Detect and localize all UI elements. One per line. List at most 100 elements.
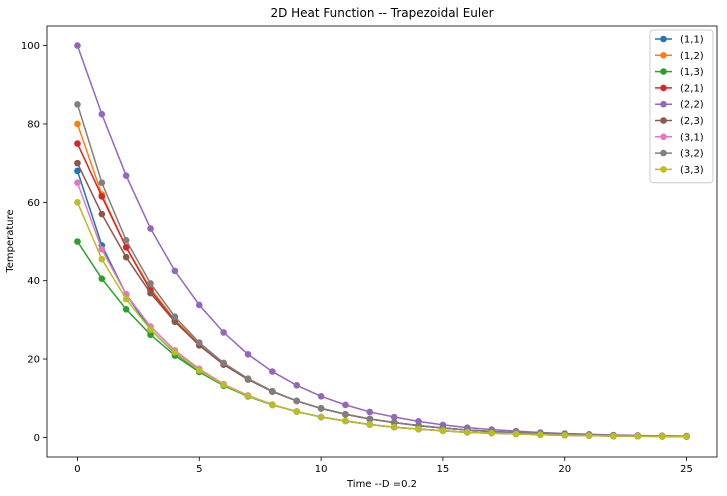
data-point (122, 295, 130, 303)
data-point (293, 408, 301, 415)
x-tick-label: 25 (680, 464, 693, 475)
data-point (658, 433, 666, 440)
plot-frame (46, 25, 718, 458)
legend-box (649, 29, 714, 184)
x-tick-label: 20 (558, 464, 571, 475)
legend-item: (1,1) (655, 35, 704, 46)
data-point (366, 415, 374, 423)
data-point (74, 159, 81, 167)
data-point (244, 351, 252, 358)
legend-swatch-marker (660, 35, 667, 43)
data-point (317, 405, 325, 412)
data-point (342, 401, 349, 409)
legend-label: (3,1) (680, 132, 704, 143)
series-layer (74, 42, 690, 440)
x-axis-label: Time --D =0.2 (346, 479, 417, 490)
data-point (342, 410, 349, 418)
y-tick-label: 60 (27, 198, 40, 209)
data-point (390, 413, 398, 421)
data-point (317, 392, 325, 400)
legend-swatch-marker (660, 117, 667, 124)
data-point (488, 429, 495, 437)
x-tick-label: 10 (315, 464, 328, 475)
y-axis-label: Temperature (5, 209, 16, 273)
data-point (195, 339, 203, 346)
chart-title: 2D Heat Function -- Trapezoidal Euler (270, 6, 493, 20)
legend-label: (2,2) (680, 100, 704, 111)
y-tick-label: 80 (27, 119, 40, 130)
legend-swatch-marker (660, 149, 667, 157)
data-point (415, 425, 422, 433)
data-point (171, 318, 179, 326)
y-tick-label: 0 (34, 433, 40, 444)
data-point (683, 433, 690, 440)
x-tick-label: 0 (74, 464, 80, 475)
data-point (195, 367, 203, 374)
data-point (122, 244, 130, 251)
data-point (122, 253, 130, 261)
data-point (147, 331, 154, 339)
legend-item: (2,3) (655, 116, 704, 127)
data-point (98, 193, 106, 200)
data-point (98, 275, 106, 283)
x-tick-label: 15 (437, 464, 450, 475)
data-point (293, 397, 301, 405)
legend-label: (2,1) (680, 83, 704, 94)
data-point (122, 305, 130, 313)
x-axis: 0 5 10 15 20 25 (74, 457, 693, 475)
legend-item: (1,2) (655, 51, 704, 62)
legend-label: (3,2) (680, 149, 704, 160)
legend-item: (3,1) (655, 132, 704, 143)
legend-label: (1,3) (680, 67, 704, 78)
series-8 (74, 199, 690, 440)
legend-label: (3,3) (680, 165, 704, 176)
legend-item: (3,2) (655, 149, 704, 160)
legend-swatch-marker (660, 68, 667, 75)
data-point (634, 432, 642, 440)
legend-item: (2,1) (655, 83, 704, 94)
data-point (244, 375, 252, 382)
data-point (147, 326, 154, 333)
legend-item: (1,3) (655, 67, 704, 78)
legend-swatch-marker (660, 166, 667, 173)
data-point (74, 140, 81, 147)
legend-swatch-marker (660, 52, 667, 59)
legend-item: (2,2) (655, 100, 704, 111)
data-point (147, 225, 154, 232)
data-point (98, 246, 106, 253)
data-point (74, 238, 81, 245)
data-point (220, 359, 227, 367)
data-point (98, 210, 106, 218)
data-point (390, 423, 398, 431)
series-line (76, 202, 687, 438)
data-point (98, 179, 106, 187)
data-point (147, 280, 154, 287)
data-point (220, 329, 227, 336)
data-point (293, 381, 301, 389)
data-point (98, 255, 106, 263)
data-point (195, 301, 203, 309)
data-point (366, 408, 374, 416)
data-point (439, 427, 447, 435)
data-point (74, 167, 81, 175)
data-point (610, 432, 617, 440)
y-tick-label: 40 (27, 276, 40, 287)
data-point (171, 349, 179, 356)
legend-item: (3,3) (655, 165, 704, 176)
legend-label: (2,3) (680, 116, 704, 127)
data-point (74, 179, 81, 187)
legend-label: (1,1) (680, 35, 704, 46)
series-line (76, 104, 687, 437)
data-point (74, 42, 81, 49)
data-point (537, 431, 544, 438)
data-point (122, 172, 130, 179)
legend: (1,1) (1,2) (1,3) (2,1) (2,2) (2,3) (3,1) (3,2)… (649, 29, 714, 184)
y-tick-label: 100 (21, 41, 40, 52)
data-point (74, 199, 81, 206)
legend-label: (1,2) (680, 51, 704, 62)
data-point (512, 430, 520, 438)
data-point (171, 267, 179, 275)
data-point (269, 368, 276, 375)
x-tick-label: 5 (196, 464, 202, 475)
